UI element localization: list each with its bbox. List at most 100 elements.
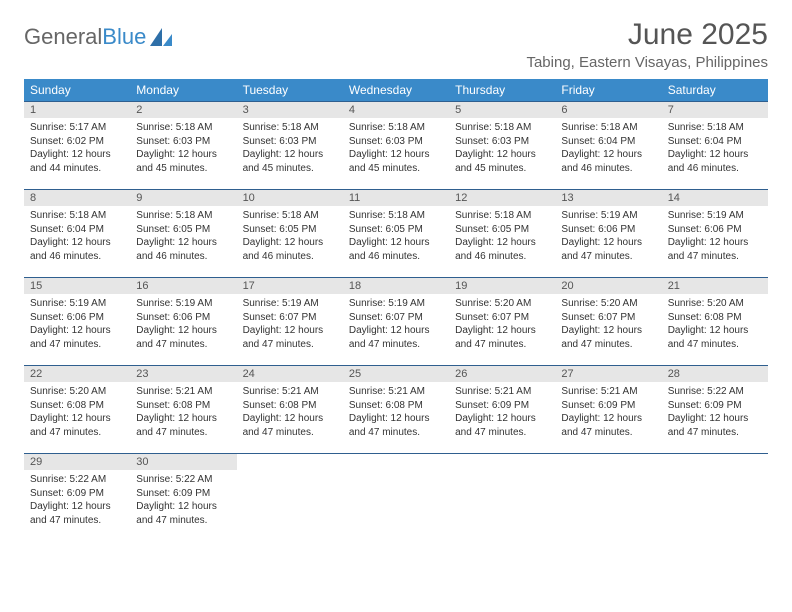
daylight-text: Daylight: 12 hours xyxy=(30,236,124,250)
day-number: 23 xyxy=(130,366,236,382)
day-cell: 12Sunrise: 5:18 AMSunset: 6:05 PMDayligh… xyxy=(449,190,555,278)
day-cell: 4Sunrise: 5:18 AMSunset: 6:03 PMDaylight… xyxy=(343,102,449,190)
sunrise-text: Sunrise: 5:18 AM xyxy=(561,121,655,135)
daylight-text: Daylight: 12 hours xyxy=(349,148,443,162)
title-block: June 2025 Tabing, Eastern Visayas, Phili… xyxy=(526,18,768,71)
sunrise-text: Sunrise: 5:21 AM xyxy=(243,385,337,399)
empty-cell xyxy=(237,454,343,542)
month-title: June 2025 xyxy=(526,18,768,52)
sunset-text: Sunset: 6:04 PM xyxy=(561,135,655,149)
daylight-text2: and 47 minutes. xyxy=(455,426,549,440)
day-cell: 23Sunrise: 5:21 AMSunset: 6:08 PMDayligh… xyxy=(130,366,236,454)
daylight-text2: and 45 minutes. xyxy=(243,162,337,176)
sunrise-text: Sunrise: 5:19 AM xyxy=(243,297,337,311)
daylight-text2: and 46 minutes. xyxy=(349,250,443,264)
sunrise-text: Sunrise: 5:18 AM xyxy=(349,209,443,223)
sunrise-text: Sunrise: 5:18 AM xyxy=(455,121,549,135)
header: GeneralBlue June 2025 Tabing, Eastern Vi… xyxy=(24,18,768,71)
sunset-text: Sunset: 6:09 PM xyxy=(136,487,230,501)
sunset-text: Sunset: 6:06 PM xyxy=(561,223,655,237)
sunrise-text: Sunrise: 5:18 AM xyxy=(136,121,230,135)
day-cell: 20Sunrise: 5:20 AMSunset: 6:07 PMDayligh… xyxy=(555,278,661,366)
day-cell: 14Sunrise: 5:19 AMSunset: 6:06 PMDayligh… xyxy=(662,190,768,278)
sunrise-text: Sunrise: 5:21 AM xyxy=(561,385,655,399)
day-body: Sunrise: 5:21 AMSunset: 6:08 PMDaylight:… xyxy=(237,382,343,445)
day-body: Sunrise: 5:21 AMSunset: 6:09 PMDaylight:… xyxy=(449,382,555,445)
daylight-text2: and 46 minutes. xyxy=(136,250,230,264)
day-number: 10 xyxy=(237,190,343,206)
day-number: 25 xyxy=(343,366,449,382)
sunrise-text: Sunrise: 5:19 AM xyxy=(349,297,443,311)
daylight-text: Daylight: 12 hours xyxy=(349,236,443,250)
sunset-text: Sunset: 6:03 PM xyxy=(136,135,230,149)
calendar-table: Sunday Monday Tuesday Wednesday Thursday… xyxy=(24,79,768,542)
brand-part2: Blue xyxy=(102,24,146,50)
daylight-text2: and 47 minutes. xyxy=(136,514,230,528)
daylight-text: Daylight: 12 hours xyxy=(30,500,124,514)
sunrise-text: Sunrise: 5:18 AM xyxy=(243,121,337,135)
daylight-text2: and 47 minutes. xyxy=(668,338,762,352)
day-body: Sunrise: 5:19 AMSunset: 6:07 PMDaylight:… xyxy=(237,294,343,357)
daylight-text: Daylight: 12 hours xyxy=(668,412,762,426)
day-cell: 7Sunrise: 5:18 AMSunset: 6:04 PMDaylight… xyxy=(662,102,768,190)
daylight-text: Daylight: 12 hours xyxy=(561,236,655,250)
sunset-text: Sunset: 6:03 PM xyxy=(455,135,549,149)
day-number: 20 xyxy=(555,278,661,294)
day-body: Sunrise: 5:21 AMSunset: 6:08 PMDaylight:… xyxy=(343,382,449,445)
daylight-text: Daylight: 12 hours xyxy=(561,324,655,338)
sunset-text: Sunset: 6:03 PM xyxy=(349,135,443,149)
week-row: 22Sunrise: 5:20 AMSunset: 6:08 PMDayligh… xyxy=(24,366,768,454)
week-row: 1Sunrise: 5:17 AMSunset: 6:02 PMDaylight… xyxy=(24,102,768,190)
daylight-text: Daylight: 12 hours xyxy=(136,412,230,426)
sunrise-text: Sunrise: 5:18 AM xyxy=(30,209,124,223)
daylight-text: Daylight: 12 hours xyxy=(136,324,230,338)
daylight-text2: and 46 minutes. xyxy=(561,162,655,176)
day-number: 13 xyxy=(555,190,661,206)
daylight-text: Daylight: 12 hours xyxy=(668,324,762,338)
sunset-text: Sunset: 6:06 PM xyxy=(668,223,762,237)
calendar-page: GeneralBlue June 2025 Tabing, Eastern Vi… xyxy=(0,0,792,542)
daylight-text: Daylight: 12 hours xyxy=(243,324,337,338)
day-number: 9 xyxy=(130,190,236,206)
daylight-text2: and 46 minutes. xyxy=(668,162,762,176)
day-number: 30 xyxy=(130,454,236,470)
daylight-text2: and 45 minutes. xyxy=(136,162,230,176)
sunrise-text: Sunrise: 5:22 AM xyxy=(668,385,762,399)
day-body: Sunrise: 5:22 AMSunset: 6:09 PMDaylight:… xyxy=(24,470,130,533)
day-number: 21 xyxy=(662,278,768,294)
sunrise-text: Sunrise: 5:20 AM xyxy=(561,297,655,311)
day-cell: 9Sunrise: 5:18 AMSunset: 6:05 PMDaylight… xyxy=(130,190,236,278)
daylight-text: Daylight: 12 hours xyxy=(668,148,762,162)
day-body: Sunrise: 5:18 AMSunset: 6:03 PMDaylight:… xyxy=(237,118,343,181)
day-number: 16 xyxy=(130,278,236,294)
day-cell: 18Sunrise: 5:19 AMSunset: 6:07 PMDayligh… xyxy=(343,278,449,366)
daylight-text: Daylight: 12 hours xyxy=(30,324,124,338)
day-cell: 22Sunrise: 5:20 AMSunset: 6:08 PMDayligh… xyxy=(24,366,130,454)
day-cell: 13Sunrise: 5:19 AMSunset: 6:06 PMDayligh… xyxy=(555,190,661,278)
day-cell: 21Sunrise: 5:20 AMSunset: 6:08 PMDayligh… xyxy=(662,278,768,366)
day-body: Sunrise: 5:20 AMSunset: 6:07 PMDaylight:… xyxy=(555,294,661,357)
daylight-text: Daylight: 12 hours xyxy=(243,236,337,250)
weekday-saturday: Saturday xyxy=(662,79,768,102)
day-cell: 3Sunrise: 5:18 AMSunset: 6:03 PMDaylight… xyxy=(237,102,343,190)
sunset-text: Sunset: 6:02 PM xyxy=(30,135,124,149)
day-body: Sunrise: 5:19 AMSunset: 6:06 PMDaylight:… xyxy=(555,206,661,269)
day-number: 7 xyxy=(662,102,768,118)
daylight-text2: and 47 minutes. xyxy=(243,426,337,440)
day-cell: 10Sunrise: 5:18 AMSunset: 6:05 PMDayligh… xyxy=(237,190,343,278)
day-cell: 11Sunrise: 5:18 AMSunset: 6:05 PMDayligh… xyxy=(343,190,449,278)
daylight-text2: and 46 minutes. xyxy=(455,250,549,264)
sunrise-text: Sunrise: 5:21 AM xyxy=(455,385,549,399)
week-row: 8Sunrise: 5:18 AMSunset: 6:04 PMDaylight… xyxy=(24,190,768,278)
brand-part1: General xyxy=(24,24,102,50)
week-row: 29Sunrise: 5:22 AMSunset: 6:09 PMDayligh… xyxy=(24,454,768,542)
empty-cell xyxy=(449,454,555,542)
day-body: Sunrise: 5:19 AMSunset: 6:06 PMDaylight:… xyxy=(662,206,768,269)
day-body: Sunrise: 5:18 AMSunset: 6:03 PMDaylight:… xyxy=(449,118,555,181)
sunrise-text: Sunrise: 5:18 AM xyxy=(136,209,230,223)
day-cell: 27Sunrise: 5:21 AMSunset: 6:09 PMDayligh… xyxy=(555,366,661,454)
daylight-text: Daylight: 12 hours xyxy=(349,324,443,338)
daylight-text: Daylight: 12 hours xyxy=(455,324,549,338)
day-cell: 8Sunrise: 5:18 AMSunset: 6:04 PMDaylight… xyxy=(24,190,130,278)
sunset-text: Sunset: 6:05 PM xyxy=(243,223,337,237)
